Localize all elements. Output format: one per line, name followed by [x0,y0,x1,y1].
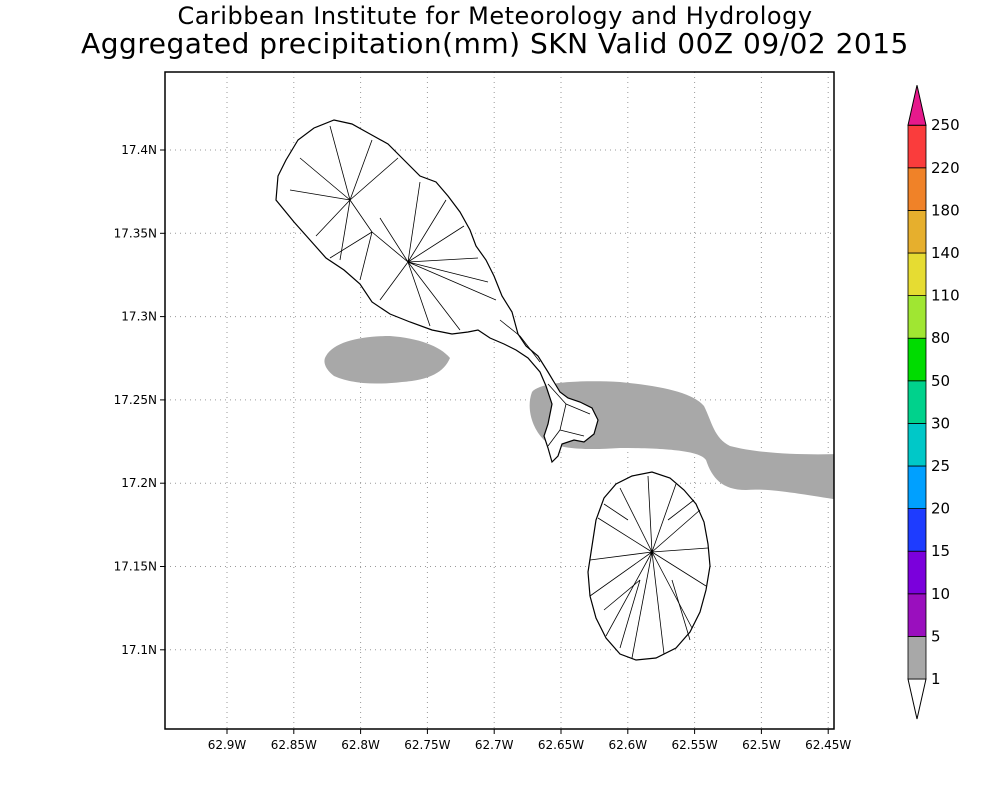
lon-tick-label: 62.5W [742,738,781,752]
lat-tick-label: 17.25N [114,393,157,407]
st-kitts-outline [275,119,599,464]
colorbar-swatch [907,465,927,509]
colorbar-label: 220 [931,159,960,177]
lon-tick-label: 62.55W [671,738,717,752]
colorbar-swatch [907,380,927,424]
colorbar-label: 50 [931,372,950,390]
colorbar-swatch [907,209,927,254]
lat-tick-label: 17.15N [114,560,157,574]
lon-tick-label: 62.7W [475,738,514,752]
precip-area-east [529,381,834,500]
lon-tick-label: 62.6W [609,738,648,752]
title-line-1: Caribbean Institute for Meteorology and … [177,2,813,30]
colorbar-label: 25 [931,457,950,475]
colorbar-label: 5 [931,627,941,645]
colorbar-swatch [907,167,927,211]
colorbar-swatch [907,124,927,169]
land-layer [275,119,711,661]
longitude-axis: 62.9W 62.85W 62.8W 62.75W 62.7W 62.65W 62.6W 62… [208,729,851,752]
lat-tick-label: 17.1N [121,643,157,657]
colorbar-swatch [907,422,927,467]
colorbar-label: 30 [931,414,950,432]
colorbar-label: 140 [931,244,960,262]
colorbar-swatch [907,252,927,296]
map-frame [164,71,835,730]
lat-tick-label: 17.35N [114,226,157,240]
lat-tick-label: 17.4N [121,143,157,157]
colorbar-label: 15 [931,542,950,560]
colorbar-swatch [907,550,927,595]
precip-layer [324,336,834,500]
colorbar-swatch [907,337,927,382]
colorbar-label: 10 [931,585,950,603]
lon-tick-label: 62.85W [271,738,317,752]
lon-tick-label: 62.45W [805,738,851,752]
lon-tick-label: 62.65W [538,738,584,752]
title-line-2: Aggregated precipitation(mm) SKN Valid 0… [81,27,909,60]
colorbar-label: 110 [931,287,960,305]
colorbar-low-arrow [907,678,927,720]
lat-tick-label: 17.3N [121,310,157,324]
st-kitts-drainage [289,125,591,447]
colorbar-label: 20 [931,500,950,518]
map-background [165,72,834,729]
lon-tick-label: 62.9W [208,738,247,752]
colorbar-swatch [907,636,927,680]
colorbar-label: 250 [931,116,960,134]
colorbar-high-arrow [907,85,927,126]
latitude-axis: 17.4N 17.35N 17.3N 17.25N 17.2N 17.15N 17.1N [114,143,165,657]
nevis-drainage [589,475,709,659]
colorbar-swatch [907,593,927,637]
colorbar-label: 80 [931,329,950,347]
lon-tick-label: 62.75W [404,738,450,752]
precip-area-west [324,336,450,384]
lon-tick-label: 62.8W [341,738,380,752]
lat-tick-label: 17.2N [121,476,157,490]
colorbar-swatch [907,508,927,552]
colorbar-swatch [907,295,927,339]
colorbar-label: 1 [931,670,941,688]
colorbar-label: 180 [931,201,960,219]
